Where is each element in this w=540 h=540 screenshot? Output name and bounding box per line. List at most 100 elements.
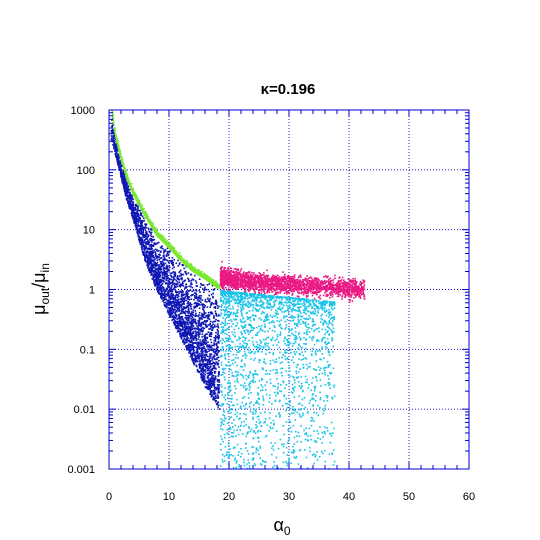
scatter-point [139, 222, 142, 225]
scatter-point [195, 282, 198, 284]
scatter-point [175, 314, 178, 316]
scatter-point [174, 291, 177, 293]
scatter-point [201, 273, 203, 275]
scatter-point [147, 264, 149, 266]
scatter-point [174, 306, 176, 308]
scatter-point [213, 383, 216, 386]
scatter-point [208, 299, 211, 302]
scatter-point [192, 319, 194, 321]
scatter-point [116, 158, 118, 161]
scatter-point [120, 159, 123, 162]
scatter-point [164, 270, 167, 273]
scatter-point [190, 319, 193, 321]
scatter-point [191, 357, 194, 360]
scatter-point [117, 157, 120, 160]
scatter-point [127, 191, 130, 194]
scatter-point [189, 352, 192, 355]
scatter-point [204, 371, 207, 373]
scatter-point [173, 322, 176, 325]
scatter-point [192, 279, 195, 281]
scatter-point [159, 271, 162, 273]
scatter-point [161, 282, 164, 285]
scatter-point [218, 341, 220, 344]
scatter-point [154, 264, 157, 266]
scatter-point [137, 212, 140, 215]
scatter-point [163, 276, 166, 279]
scatter-point [141, 232, 143, 234]
scatter-point [200, 348, 203, 350]
scatter-point [114, 140, 116, 143]
scatter-point [164, 242, 166, 245]
scatter-point [189, 346, 192, 349]
scatter-point [131, 214, 133, 216]
scatter-point [210, 386, 213, 389]
scatter-point [189, 337, 192, 340]
scatter-point [137, 208, 139, 211]
scatter-point [156, 276, 158, 278]
scatter-point [167, 289, 170, 292]
scatter-point [137, 220, 139, 223]
scatter-point [201, 369, 203, 372]
scatter-point [142, 234, 144, 236]
scatter-point [180, 274, 182, 277]
scatter-point [176, 303, 179, 306]
scatter-point [204, 366, 207, 368]
scatter-point [166, 283, 169, 285]
scatter-point [207, 374, 210, 377]
scatter-point [205, 321, 207, 323]
scatter-point [209, 348, 211, 351]
scatter-point [197, 322, 200, 325]
scatter-point [174, 297, 176, 300]
scatter-point [121, 163, 124, 165]
scatter-point [197, 326, 199, 329]
scatter-point [201, 363, 203, 365]
scatter-point [151, 222, 154, 224]
scatter-point [175, 286, 177, 288]
scatter-point [113, 135, 116, 137]
scatter-point [214, 312, 217, 315]
scatter-point [115, 151, 117, 154]
scatter-point [176, 320, 179, 323]
scatter-point [160, 247, 163, 249]
scatter-point [156, 287, 158, 290]
scatter-point [173, 284, 176, 287]
scatter-point [191, 313, 194, 316]
scatter-point [179, 317, 182, 319]
scatter-point [201, 343, 203, 346]
scatter-point [166, 275, 168, 278]
scatter-point [191, 311, 193, 313]
scatter-point [163, 304, 166, 306]
scatter-point [179, 321, 181, 323]
scatter-point [217, 330, 219, 332]
scatter-point [187, 323, 189, 325]
scatter-point [195, 360, 198, 363]
scatter-point [173, 248, 176, 250]
scatter-point [170, 246, 172, 249]
scatter-point [189, 325, 192, 328]
scatter-point [184, 287, 186, 290]
scatter-point [143, 234, 146, 237]
scatter-point [165, 282, 168, 285]
scatter-point [207, 348, 209, 350]
scatter-point [148, 251, 150, 253]
scatter-point [137, 223, 140, 225]
scatter-point [180, 297, 183, 300]
scatter-point [158, 280, 161, 282]
scatter-point [216, 384, 219, 386]
scatter-point [179, 330, 181, 333]
scatter-point [168, 296, 171, 298]
scatter-point [181, 316, 183, 319]
scatter-point [210, 365, 212, 368]
scatter-point [169, 247, 171, 250]
scatter-point [197, 328, 200, 331]
scatter-point [183, 338, 186, 340]
scatter-point [164, 258, 166, 261]
scatter-point [198, 371, 201, 373]
scatter-point [183, 324, 186, 327]
scatter-point [169, 307, 172, 309]
scatter-point [153, 275, 155, 278]
scatter-point [160, 296, 162, 299]
scatter-point [134, 206, 136, 209]
scatter-point [175, 324, 178, 327]
scatter-point [160, 268, 163, 271]
